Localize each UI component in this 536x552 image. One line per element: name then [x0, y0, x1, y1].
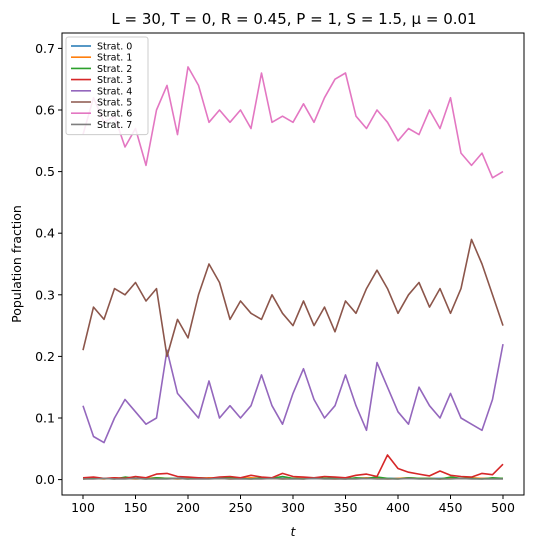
x-tick-label-8: 500 — [491, 500, 515, 515]
y-tick-label-5: 0.5 — [35, 164, 55, 179]
x-tick-label-5: 350 — [334, 500, 358, 515]
series-line-7 — [83, 477, 503, 480]
legend-label-5: Strat. 5 — [97, 98, 132, 109]
series-line-3 — [82, 454, 504, 480]
y-tick-label-6: 0.6 — [35, 103, 55, 118]
series-line-5 — [82, 238, 504, 358]
x-tick-label-4: 300 — [281, 500, 305, 515]
x-tick-label-2: 200 — [176, 500, 200, 515]
y-tick-label-3: 0.3 — [35, 287, 55, 302]
y-tick-label-7: 0.7 — [35, 41, 55, 56]
legend-label-6: Strat. 6 — [97, 109, 132, 120]
legend-box — [65, 36, 149, 136]
legend-label-4: Strat. 4 — [97, 86, 132, 97]
legend-label-0: Strat. 0 — [97, 42, 132, 53]
legend-label-3: Strat. 3 — [97, 75, 132, 86]
x-tick-label-7: 450 — [439, 500, 463, 515]
legend-label-1: Strat. 1 — [97, 53, 132, 64]
y-tick-label-0: 0.0 — [35, 472, 55, 487]
x-tick-label-6: 400 — [386, 500, 410, 515]
x-tick-label-0: 100 — [71, 500, 95, 515]
x-tick-label-1: 150 — [124, 500, 148, 515]
x-axis-label: t — [291, 524, 297, 539]
ticks-layer: 100 150 200 250 300 350 400 450 500 0.0 0.1 0.2 0.3 0… — [35, 41, 515, 515]
series-line-6 — [82, 66, 504, 179]
series-line-4 — [82, 343, 504, 444]
series-layer — [82, 66, 504, 480]
y-axis-label: Population fraction — [9, 205, 24, 323]
legend-label-2: Strat. 2 — [97, 64, 132, 75]
x-tick-label-3: 250 — [229, 500, 253, 515]
y-tick-label-4: 0.4 — [35, 226, 55, 241]
y-tick-label-2: 0.2 — [35, 349, 55, 364]
y-tick-label-1: 0.1 — [35, 411, 55, 426]
chart-title: L = 30, T = 0, R = 0.45, P = 1, S = 1.5,… — [111, 10, 476, 28]
legend-label-7: Strat. 7 — [97, 120, 132, 131]
